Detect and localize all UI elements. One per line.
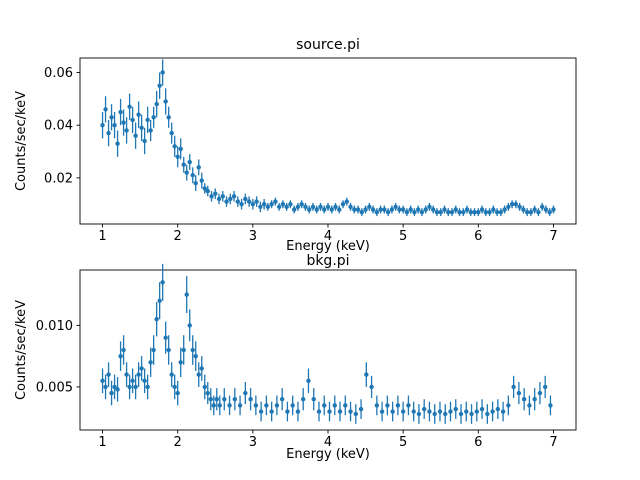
svg-text:4: 4 <box>324 229 332 244</box>
x-axis-label-bkg: Energy (keV) <box>286 447 370 462</box>
svg-text:1: 1 <box>98 229 106 244</box>
svg-text:5: 5 <box>399 229 407 244</box>
svg-text:0.06: 0.06 <box>44 66 73 81</box>
chart-title-source: source.pi <box>296 37 360 53</box>
y-axis-label-source: Counts/sec/keV <box>14 91 29 192</box>
svg-text:6: 6 <box>474 229 482 244</box>
svg-text:1: 1 <box>98 435 106 450</box>
chart-title-bkg: bkg.pi <box>306 253 350 269</box>
x-axis-label-source: Energy (keV) <box>286 239 370 254</box>
svg-text:4: 4 <box>324 435 332 450</box>
svg-text:7: 7 <box>549 229 557 244</box>
svg-text:0.04: 0.04 <box>44 119 73 134</box>
y-axis-label-bkg: Counts/sec/keV <box>14 300 29 401</box>
svg-text:5: 5 <box>399 435 407 450</box>
svg-text:6: 6 <box>474 435 482 450</box>
svg-text:7: 7 <box>549 435 557 450</box>
svg-text:0.005: 0.005 <box>36 380 73 395</box>
svg-text:0.02: 0.02 <box>44 171 73 186</box>
svg-text:2: 2 <box>174 229 182 244</box>
svg-text:2: 2 <box>174 435 182 450</box>
svg-text:0.010: 0.010 <box>36 319 73 334</box>
svg-text:3: 3 <box>249 435 257 450</box>
svg-text:3: 3 <box>249 229 257 244</box>
